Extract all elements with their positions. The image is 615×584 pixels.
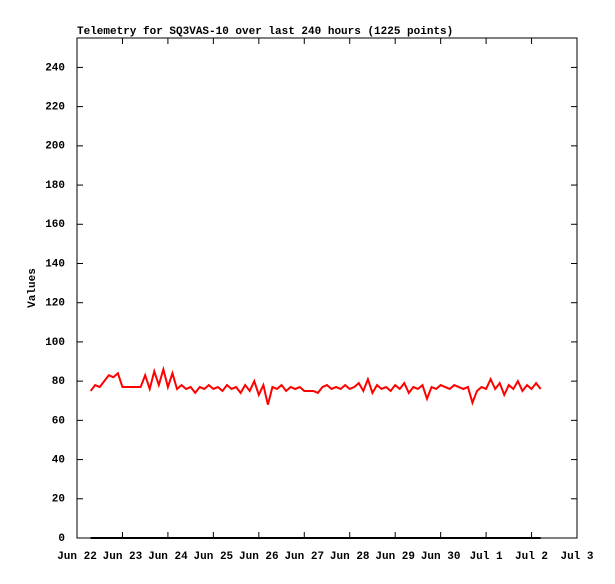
y-tick-label: 60 [52,415,65,427]
x-tick-label: Jun 22 [57,551,97,563]
y-tick-label: 200 [45,141,65,153]
x-tick-label: Jun 24 [148,551,188,563]
y-axis-label: Values [27,268,39,308]
x-tick-label: Jun 23 [103,551,143,563]
y-tick-label: 80 [52,376,65,388]
y-tick-label: 240 [45,62,65,74]
y-tick-label: 100 [45,337,65,349]
y-tick-label: 140 [45,258,65,270]
x-tick-label: Jun 29 [375,551,415,563]
x-tick-label: Jun 26 [239,551,279,563]
y-tick-label: 120 [45,298,65,310]
x-tick-label: Jul 2 [515,551,548,563]
chart-title: Telemetry for SQ3VAS-10 over last 240 ho… [77,26,453,38]
series-line [89,365,542,406]
y-tick-label: 20 [52,494,65,506]
x-tick-label: Jun 27 [284,551,324,563]
y-tick-label: 40 [52,454,65,466]
y-tick-label: 180 [45,180,65,192]
x-tick-label: Jul 1 [470,551,503,563]
x-tick-label: Jun 30 [421,551,461,563]
x-tick-label: Jun 28 [330,551,370,563]
x-tick-label: Jun 25 [194,551,234,563]
x-tick-label: Jul 3 [560,551,593,563]
y-tick-label: 160 [45,219,65,231]
y-tick-label: 220 [45,102,65,114]
plot-frame [76,37,578,539]
y-tick-label: 0 [58,533,65,545]
